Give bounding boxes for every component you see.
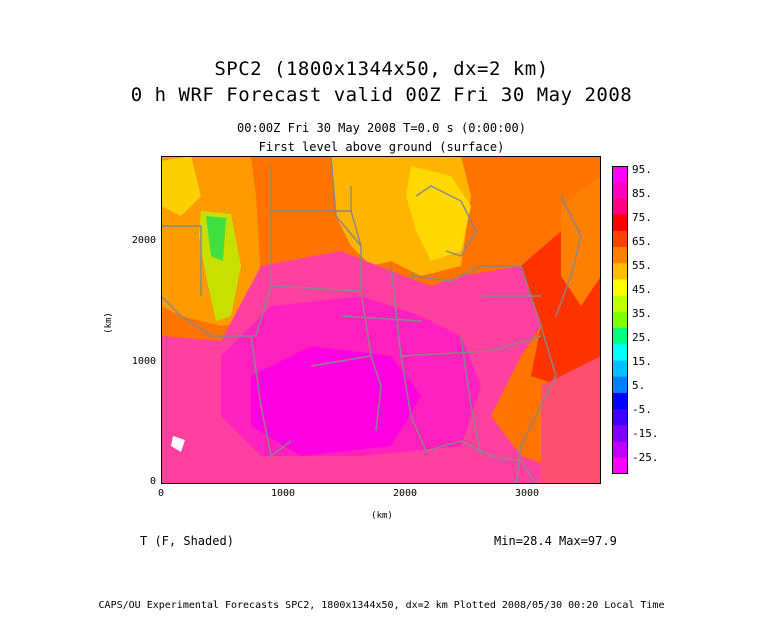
x-tick-label-2000: 2000 [392,488,418,499]
color-scale-bar [612,166,628,474]
colorbar-swatch [612,311,628,329]
level-label: First level above ground (surface) [258,140,505,154]
colorbar-label: 5. [632,379,646,392]
variable-label: T (F, Shaded) [140,534,234,548]
colorbar-label: -5. [632,403,652,416]
y-tick-label-0: 0 [149,476,156,487]
map-frame [161,156,601,484]
colorbar-swatch [612,376,628,394]
y-axis-label: (km) [103,312,114,334]
political-boundaries [161,156,582,484]
colorbar-swatch [612,425,628,443]
colorbar-swatch [612,295,628,313]
colorbar-label: -15. [632,427,659,440]
colorbar-label: 55. [632,259,652,272]
x-tick-label-0: 0 [157,488,165,499]
colorbar-label: -25. [632,451,659,464]
colorbar-swatch [612,279,628,297]
atlantic-region [541,356,601,484]
colorbar-swatch [612,441,628,459]
colorbar-swatch [612,198,628,216]
colorbar-swatch [612,328,628,345]
colorbar-label: 65. [632,235,652,248]
valid-time-label: 00:00Z Fri 30 May 2008 T=0.0 s (0:00:00) [237,121,526,135]
northwest-cool-region [161,156,201,216]
colorbar-frame [612,166,628,474]
colorbar-swatch [612,214,628,232]
plot-title: SPC2 (1800x1344x50, dx=2 km) [214,58,549,80]
y-tick-label-2000: 2000 [131,235,156,246]
colorbar-swatch [612,230,628,248]
colorbar-label: 95. [632,163,652,176]
temperature-map [161,156,601,484]
plot-subtitle: 0 h WRF Forecast valid 00Z Fri 30 May 20… [130,84,633,106]
x-axis-label: (km) [371,511,393,521]
colorbar-label: 35. [632,307,652,320]
colorbar-swatch [612,392,628,410]
colorbar-label: 25. [632,331,652,344]
colorbar-swatch [612,457,628,474]
colorbar-label: 75. [632,211,652,224]
x-tick-label-1000: 1000 [270,488,296,499]
peak-heat-core [251,346,421,456]
min-max-label: Min=28.4 Max=97.9 [494,534,617,548]
colorbar-swatch [612,182,628,199]
colorbar-swatch [612,344,628,362]
colorbar-label: 15. [632,355,652,368]
mountain-cold-spot [206,216,226,261]
colorbar-label: 85. [632,187,652,200]
colorbar-swatch [612,247,628,264]
y-tick-label-1000: 1000 [131,356,156,367]
colorbar-swatch [612,409,628,426]
x-tick-label-3000: 3000 [514,488,540,499]
great-lakes-cool-region [406,166,471,261]
footer-credit: CAPS/OU Experimental Forecasts SPC2, 180… [98,600,665,611]
colorbar-swatch [612,166,628,183]
colorbar-label: 45. [632,283,652,296]
colorbar-swatch [612,263,628,280]
missing-data-spot [171,436,185,452]
colorbar-swatch [612,360,628,378]
